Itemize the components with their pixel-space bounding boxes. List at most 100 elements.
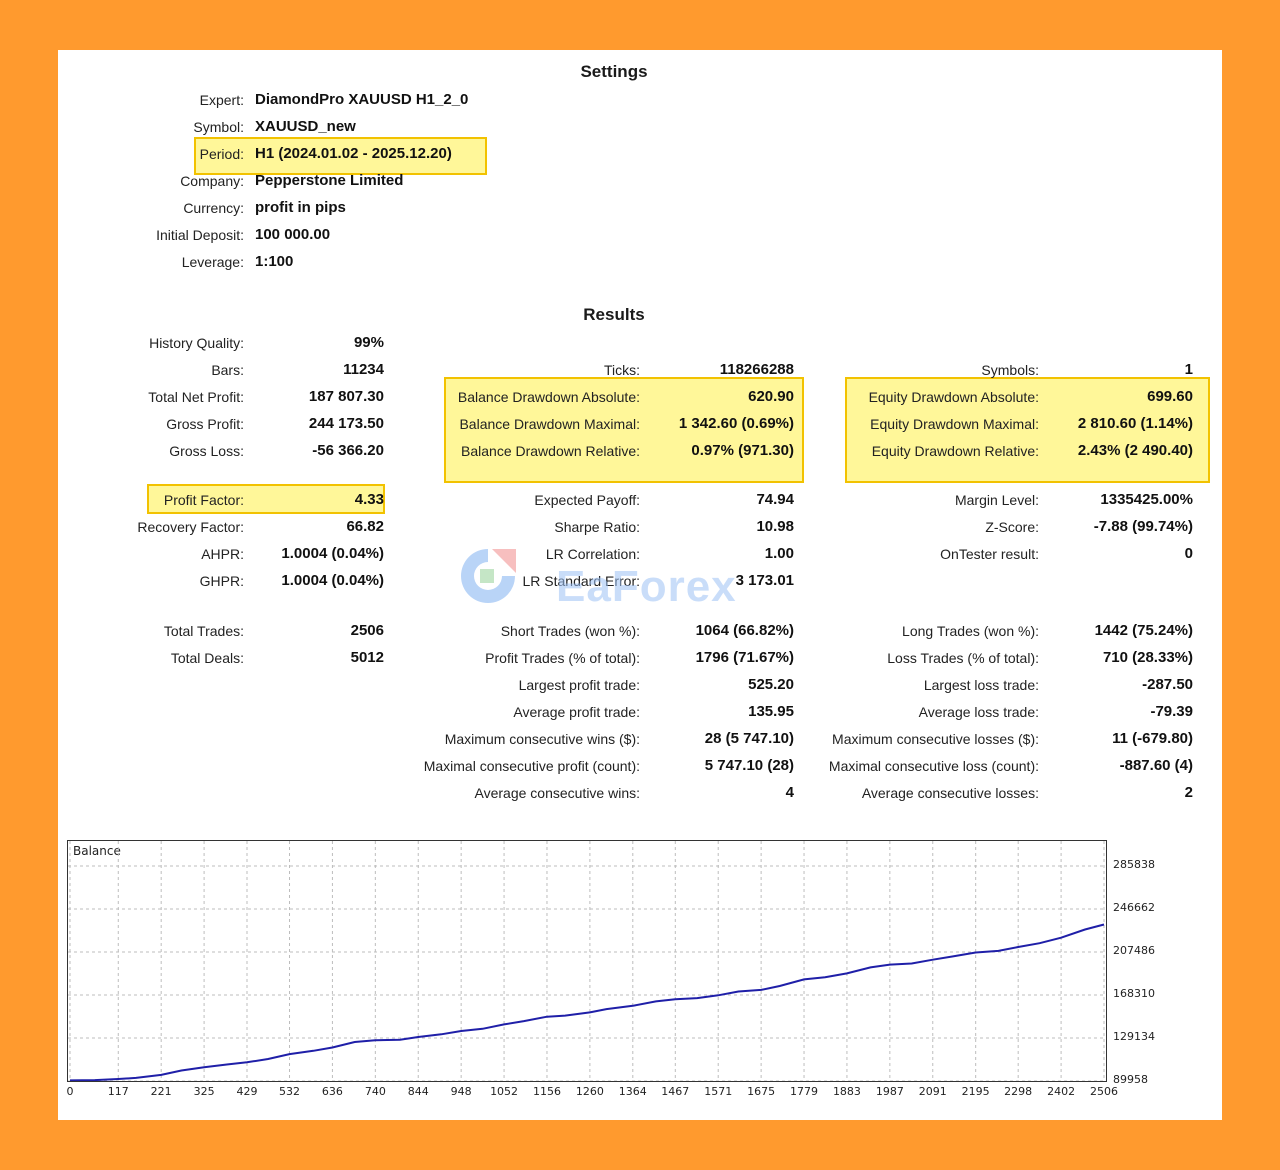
result-label: Total Net Profit:	[148, 389, 244, 405]
result-value: 710 (28.33%)	[1102, 649, 1193, 666]
result-label: Profit Trades (% of total):	[485, 650, 640, 666]
result-label: GHPR:	[199, 573, 244, 589]
result-value: -287.50	[1142, 676, 1193, 693]
settings-value: XAUUSD_new	[255, 118, 356, 135]
result-label: Recovery Factor:	[137, 519, 244, 535]
result-label: Total Deals:	[170, 650, 244, 666]
x-tick-label: 429	[236, 1085, 258, 1098]
settings-label: Period:	[199, 146, 244, 162]
result-label: Maximum consecutive losses ($):	[832, 731, 1039, 747]
result-label: Largest profit trade:	[518, 677, 640, 693]
result-label: AHPR:	[201, 546, 244, 562]
result-label: Balance Drawdown Absolute:	[457, 389, 640, 405]
result-label: Equity Drawdown Absolute:	[868, 389, 1039, 405]
result-value: 1	[1184, 361, 1193, 378]
x-tick-label: 2506	[1090, 1085, 1118, 1098]
y-tick-label: 168310	[1113, 987, 1155, 1000]
result-label: Expected Payoff:	[534, 492, 640, 508]
result-label: Ticks:	[603, 362, 640, 378]
settings-value: 100 000.00	[255, 226, 331, 243]
result-value: 11234	[343, 361, 384, 378]
x-tick-label: 532	[279, 1085, 300, 1098]
result-label: Total Trades:	[163, 623, 244, 639]
result-label: Gross Profit:	[166, 416, 244, 432]
result-value: 118266288	[719, 361, 794, 378]
settings-label: Currency:	[183, 200, 244, 216]
result-value: 28 (5 747.10)	[704, 730, 794, 747]
x-tick-label: 1883	[832, 1085, 861, 1098]
result-label: Margin Level:	[954, 492, 1039, 508]
x-tick-label: 948	[450, 1085, 472, 1098]
x-tick-label: 1675	[747, 1085, 776, 1098]
x-tick-label: 0	[66, 1085, 74, 1098]
result-value: 1.0004 (0.04%)	[281, 545, 384, 562]
result-label: Z-Score:	[985, 519, 1039, 535]
x-tick-label: 844	[407, 1085, 429, 1098]
result-value: 187 807.30	[308, 388, 384, 405]
x-tick-label: 740	[364, 1085, 386, 1098]
result-label: Bars:	[211, 362, 244, 378]
result-value: 0.97% (971.30)	[691, 442, 794, 459]
x-tick-label: 1156	[532, 1085, 561, 1098]
result-label: LR Correlation:	[545, 546, 640, 562]
result-value: -887.60 (4)	[1119, 757, 1193, 774]
balance-chart: Balance	[67, 840, 1107, 1082]
eaforex-logo-icon	[461, 549, 516, 603]
result-label: Maximum consecutive wins ($):	[444, 731, 640, 747]
result-value: 525.20	[748, 676, 794, 693]
result-value: 66.82	[346, 518, 384, 535]
result-value: 1796 (71.67%)	[695, 649, 794, 666]
balance-drawdown-highlight	[444, 377, 804, 483]
result-value: 3 173.01	[735, 572, 794, 589]
x-tick-label: 1364	[618, 1085, 647, 1098]
result-label: Balance Drawdown Relative:	[461, 443, 640, 459]
balance-chart-plot	[68, 841, 1106, 1081]
result-value: -79.39	[1150, 703, 1193, 720]
y-tick-label: 129134	[1113, 1030, 1155, 1043]
result-label: Profit Factor:	[163, 492, 244, 508]
result-value: 1 342.60 (0.69%)	[678, 415, 794, 432]
y-tick-label: 285838	[1113, 858, 1155, 871]
result-value: 244 173.50	[308, 415, 384, 432]
settings-value: 1:100	[255, 253, 294, 270]
result-label: Average loss trade:	[918, 704, 1039, 720]
y-tick-label: 207486	[1113, 944, 1155, 957]
result-value: 1.00	[764, 545, 794, 562]
result-value: 620.90	[748, 388, 794, 405]
watermark: EaForex	[556, 562, 737, 611]
x-tick-label: 2298	[1004, 1085, 1033, 1098]
x-tick-label: 1987	[875, 1085, 904, 1098]
result-value: 2.43% (2 490.40)	[1077, 442, 1193, 459]
x-tick-label: 2091	[918, 1085, 947, 1098]
result-value: -7.88 (99.74%)	[1093, 518, 1193, 535]
result-label: Gross Loss:	[169, 443, 244, 459]
result-value: 1.0004 (0.04%)	[281, 572, 384, 589]
x-tick-label: 1467	[661, 1085, 690, 1098]
result-label: Long Trades (won %):	[902, 623, 1039, 639]
result-value: 1064 (66.82%)	[695, 622, 794, 639]
result-value: 699.60	[1147, 388, 1193, 405]
result-label: Largest loss trade:	[923, 677, 1039, 693]
equity-drawdown-highlight	[845, 377, 1210, 483]
settings-label: Expert:	[199, 92, 244, 108]
x-tick-label: 1260	[575, 1085, 604, 1098]
result-label: Equity Drawdown Relative:	[871, 443, 1039, 459]
result-label: Short Trades (won %):	[500, 623, 640, 639]
result-value: 2	[1184, 784, 1193, 801]
results-title: Results	[583, 305, 645, 324]
settings-value: H1 (2024.01.02 - 2025.12.20)	[255, 145, 452, 162]
result-value: 5 747.10 (28)	[704, 757, 794, 774]
result-label: Maximal consecutive loss (count):	[828, 758, 1039, 774]
x-tick-label: 221	[150, 1085, 172, 1098]
x-tick-label: 636	[321, 1085, 343, 1098]
result-label: OnTester result:	[940, 546, 1039, 562]
profit-factor-highlight	[147, 484, 385, 514]
balance-series-line	[69, 923, 1105, 1081]
result-label: Balance Drawdown Maximal:	[459, 416, 640, 432]
chart-title: Balance	[73, 844, 121, 858]
settings-label: Leverage:	[181, 254, 244, 270]
result-label: Maximal consecutive profit (count):	[423, 758, 640, 774]
result-value: 4.33	[354, 491, 384, 508]
result-label: Symbols:	[981, 362, 1039, 378]
result-value: 11 (-679.80)	[1112, 730, 1193, 747]
